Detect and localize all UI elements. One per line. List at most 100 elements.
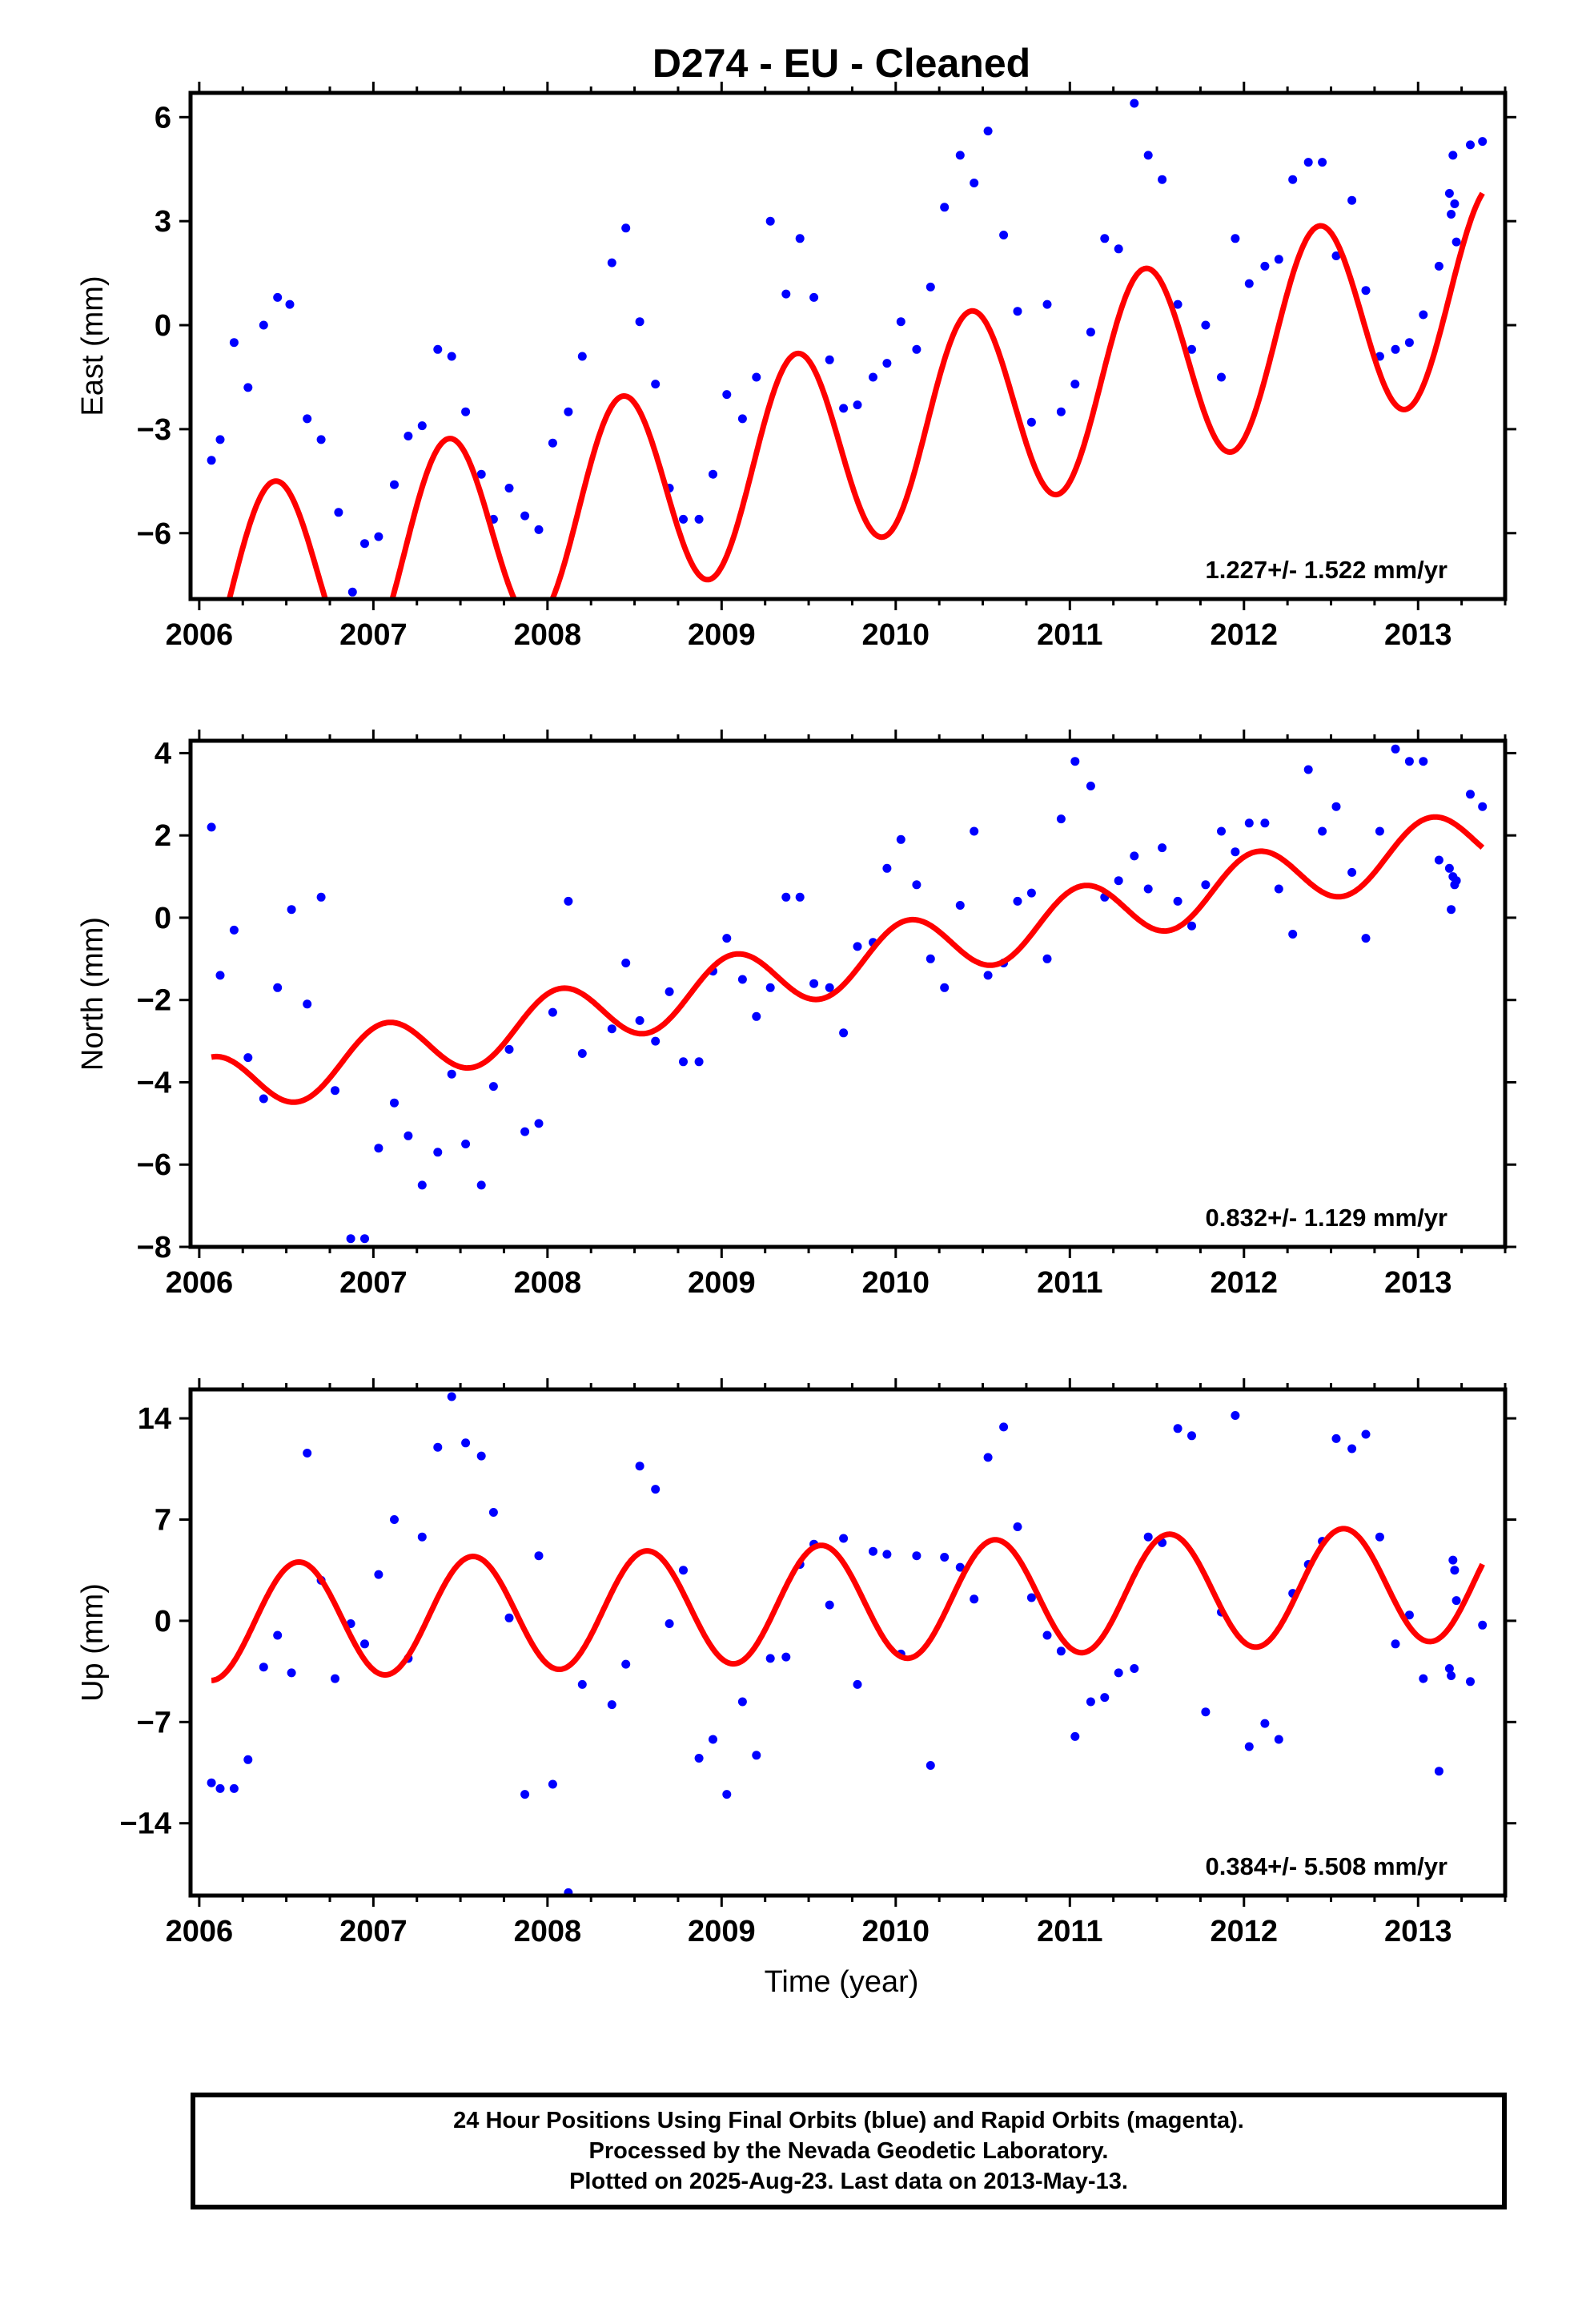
data-point	[1444, 1664, 1454, 1673]
data-point	[476, 469, 486, 479]
data-point	[303, 414, 312, 424]
y-tick-label: 14	[138, 1402, 171, 1436]
data-point	[504, 1613, 514, 1622]
data-point	[825, 983, 834, 992]
data-point	[347, 587, 357, 597]
data-point	[520, 511, 530, 521]
data-point	[882, 1550, 892, 1559]
data-point	[896, 317, 905, 327]
x-tick-label: 2006	[166, 1266, 234, 1300]
y-tick-label: −6	[137, 1148, 171, 1182]
y-tick-label: 0	[155, 1605, 171, 1638]
data-point	[853, 942, 862, 951]
data-point	[461, 1438, 471, 1448]
data-point	[417, 421, 427, 431]
y-tick-label: −7	[137, 1706, 171, 1739]
data-point	[665, 987, 674, 996]
data-point	[417, 1180, 427, 1190]
data-point	[1404, 338, 1414, 348]
data-point	[1375, 1532, 1384, 1542]
data-point	[488, 1082, 498, 1092]
data-point	[374, 1570, 383, 1579]
y-tick-label: 0	[155, 902, 171, 935]
data-point	[839, 1028, 849, 1038]
x-tick-label: 2008	[514, 1915, 582, 1948]
data-point	[1086, 782, 1095, 790]
data-point	[651, 1036, 661, 1046]
data-point	[1404, 1610, 1414, 1620]
data-point	[882, 863, 892, 873]
data-point	[1274, 1735, 1283, 1744]
data-point	[1244, 1742, 1254, 1751]
data-point	[825, 1600, 834, 1610]
data-point	[1434, 855, 1443, 865]
data-point	[1361, 286, 1371, 296]
rate-annotation: 1.227+/- 1.522 mm/yr	[1206, 556, 1447, 584]
data-point	[404, 1131, 413, 1140]
data-point	[1114, 244, 1123, 254]
x-tick-label: 2010	[862, 618, 930, 652]
data-point	[621, 959, 631, 967]
data-point	[1274, 255, 1283, 264]
data-point	[737, 414, 747, 424]
data-point	[1260, 1719, 1270, 1728]
data-point	[273, 983, 283, 992]
panel-frame	[188, 738, 1508, 1249]
footer-line-1: 24 Hour Positions Using Final Orbits (bl…	[453, 2108, 1244, 2133]
data-point	[548, 1779, 557, 1789]
data-point	[1361, 1429, 1371, 1439]
data-point	[1130, 1664, 1139, 1673]
data-point	[346, 1234, 355, 1244]
panel-1: 2006 2007 2008 2009 2010 2011 2012 2013 −6 −3 0 3 6 E…	[76, 82, 1516, 652]
data-point	[577, 352, 587, 361]
data-point	[1391, 344, 1400, 354]
y-tick-label: −14	[120, 1807, 171, 1841]
data-point	[694, 514, 704, 524]
data-point	[1404, 757, 1414, 766]
data-point	[752, 372, 761, 382]
data-point	[765, 216, 775, 226]
plot-area	[207, 744, 1488, 1244]
data-point	[287, 905, 296, 915]
data-point	[461, 1140, 471, 1148]
y-tick-label: −3	[137, 413, 171, 447]
data-point	[1086, 328, 1095, 337]
x-tick-label: 2011	[1037, 618, 1102, 652]
data-point	[1056, 407, 1066, 416]
y-tick-label: 2	[155, 819, 171, 853]
data-point	[433, 344, 443, 354]
x-tick-label: 2010	[862, 1915, 930, 1948]
data-point	[1114, 1668, 1123, 1678]
data-point	[1100, 1693, 1110, 1703]
data-point	[839, 1534, 849, 1543]
data-point	[983, 127, 993, 136]
x-tick-label: 2009	[688, 1915, 756, 1948]
x-tick-label: 2007	[339, 1915, 408, 1948]
data-point	[488, 1508, 498, 1517]
data-point	[1187, 1431, 1196, 1441]
data-point	[970, 179, 979, 187]
data-point	[447, 352, 456, 361]
y-tick-label: 0	[155, 309, 171, 343]
data-point	[926, 1761, 935, 1770]
panel-frame	[188, 90, 1508, 601]
data-point	[694, 1754, 704, 1763]
data-point	[1013, 1522, 1022, 1531]
data-point	[825, 355, 834, 364]
data-point	[1466, 140, 1475, 150]
data-point	[853, 1679, 862, 1689]
data-point	[1201, 880, 1211, 890]
data-point	[1303, 765, 1313, 774]
data-point	[404, 432, 413, 440]
y-tick-label: −8	[137, 1231, 171, 1265]
rate-annotation: 0.384+/- 5.508 mm/yr	[1206, 1852, 1447, 1880]
data-point	[752, 1751, 761, 1760]
data-point	[809, 979, 819, 988]
plot-area	[207, 99, 1488, 599]
data-point	[1331, 802, 1341, 811]
data-point	[504, 1044, 514, 1054]
data-point	[722, 934, 732, 943]
data-point	[853, 400, 862, 410]
data-point	[1231, 234, 1240, 243]
data-point	[1452, 876, 1461, 886]
